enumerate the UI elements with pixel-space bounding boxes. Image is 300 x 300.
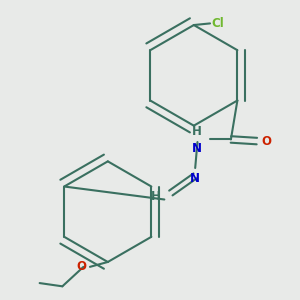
Text: O: O (261, 135, 272, 148)
Text: H: H (151, 190, 160, 203)
Text: N: N (190, 172, 200, 185)
Text: O: O (77, 260, 87, 273)
Text: N: N (192, 142, 202, 155)
Text: H: H (192, 125, 202, 138)
Text: Cl: Cl (212, 17, 224, 30)
